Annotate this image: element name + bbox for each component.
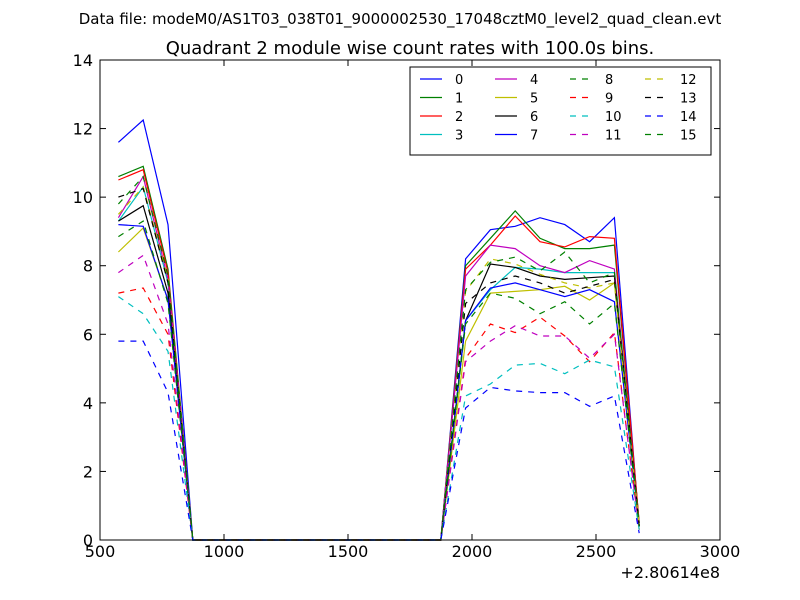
- legend-label-0: 0: [455, 73, 463, 88]
- plot-frame: [99, 59, 721, 541]
- x-tick-label: 1500: [328, 542, 369, 561]
- legend-label-5: 5: [530, 92, 538, 107]
- y-tick-label: 14: [73, 51, 93, 70]
- x-offset-label: +2.80614e8: [620, 563, 720, 582]
- x-tick-label: 2500: [576, 542, 617, 561]
- legend-label-3: 3: [455, 129, 463, 144]
- y-tick-label: 2: [83, 462, 93, 481]
- x-tick-label: 3000: [700, 542, 741, 561]
- legend-label-10: 10: [605, 110, 622, 125]
- legend-label-6: 6: [530, 110, 538, 125]
- legend-label-7: 7: [530, 129, 538, 144]
- legend-label-8: 8: [605, 73, 613, 88]
- y-tick-label: 0: [83, 531, 93, 550]
- legend-box: [409, 66, 712, 156]
- y-tick-label: 10: [73, 188, 93, 207]
- legend-label-4: 4: [530, 73, 538, 88]
- legend-label-13: 13: [680, 92, 697, 107]
- y-tick-label: 4: [83, 394, 93, 413]
- legend-label-1: 1: [455, 92, 463, 107]
- x-tick-label: 1000: [204, 542, 245, 561]
- legend-label-2: 2: [455, 110, 463, 125]
- legend-label-15: 15: [680, 129, 697, 144]
- y-tick-label: 6: [83, 325, 93, 344]
- y-tick-label: 8: [83, 257, 93, 276]
- legend-label-11: 11: [605, 129, 622, 144]
- x-tick-label: 2000: [452, 542, 493, 561]
- y-tick-label: 12: [73, 120, 93, 139]
- legend-label-12: 12: [680, 73, 697, 88]
- chart-title: Quadrant 2 module wise count rates with …: [166, 38, 655, 59]
- legend-label-9: 9: [605, 92, 613, 107]
- legend-label-14: 14: [680, 110, 697, 125]
- figure-suptitle: Data file: modeM0/AS1T03_038T01_90000025…: [79, 10, 722, 29]
- x-tick-label: 500: [85, 542, 116, 561]
